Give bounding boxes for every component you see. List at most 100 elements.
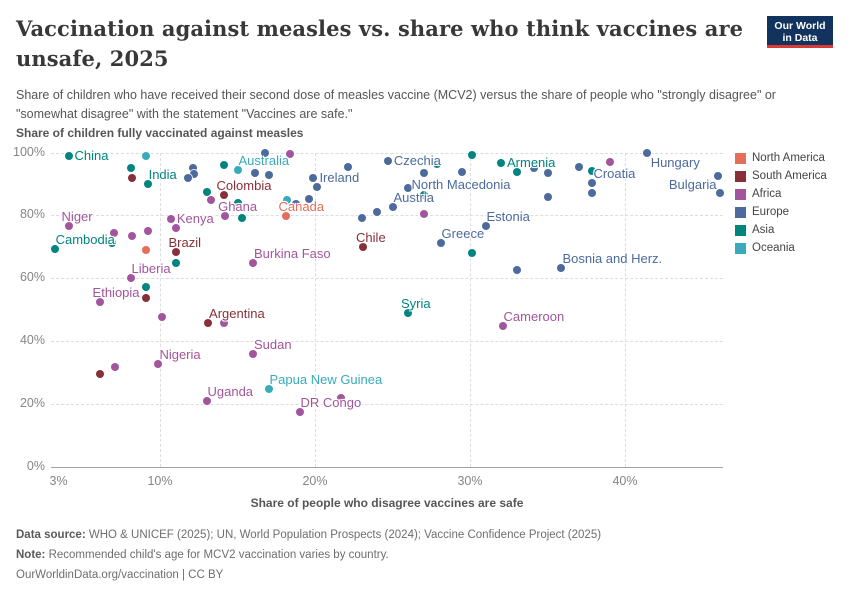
data-point-ghana[interactable] — [221, 212, 230, 221]
data-point-armenia[interactable] — [497, 158, 505, 167]
country-label-bosnia-and-herz-[interactable]: Bosnia and Herz. — [562, 250, 663, 266]
country-label-czechia[interactable]: Czechia — [393, 152, 441, 168]
data-point[interactable] — [543, 192, 552, 201]
data-point[interactable] — [343, 162, 352, 171]
data-point-czechia[interactable] — [383, 156, 392, 165]
country-label-china[interactable]: China — [74, 147, 109, 163]
data-point-colombia[interactable] — [219, 191, 228, 200]
data-point[interactable] — [219, 161, 228, 170]
data-point[interactable] — [142, 151, 151, 160]
country-label-brazil[interactable]: Brazil — [168, 234, 202, 250]
data-point[interactable] — [419, 190, 428, 199]
data-point[interactable] — [467, 151, 476, 160]
data-point-burkina-faso[interactable] — [249, 258, 257, 267]
data-point[interactable] — [574, 162, 583, 171]
data-point[interactable] — [171, 223, 180, 232]
data-point-china[interactable] — [64, 151, 73, 160]
data-point[interactable] — [128, 232, 137, 241]
data-point[interactable] — [529, 163, 538, 172]
country-label-hungary[interactable]: Hungary — [650, 155, 700, 171]
data-point[interactable] — [171, 258, 180, 267]
data-point-estonia[interactable] — [481, 222, 490, 231]
country-label-nigeria[interactable]: Nigeria — [159, 346, 201, 362]
data-point-bulgaria[interactable] — [715, 189, 724, 198]
data-point-brazil[interactable] — [171, 247, 180, 256]
data-point-north-macedonia[interactable] — [419, 168, 428, 177]
country-label-colombia[interactable]: Colombia — [216, 178, 272, 194]
data-point-austria[interactable] — [388, 202, 397, 211]
country-label-bulgaria[interactable]: Bulgaria — [668, 177, 717, 193]
data-point[interactable] — [95, 369, 104, 378]
country-label-papua-new-guinea[interactable]: Papua New Guinea — [269, 372, 383, 387]
data-point[interactable] — [512, 266, 521, 275]
owid-logo[interactable]: Our World in Data — [767, 16, 833, 48]
data-point[interactable] — [373, 207, 381, 216]
data-point[interactable] — [304, 195, 313, 204]
country-label-north-macedonia[interactable]: North Macedonia — [411, 176, 511, 192]
country-label-ghana[interactable]: Ghana — [218, 199, 258, 215]
data-point-argentina[interactable] — [204, 318, 213, 327]
data-point[interactable] — [190, 169, 199, 178]
country-label-kenya[interactable]: Kenya — [176, 210, 214, 226]
country-label-canada[interactable]: Canada — [278, 199, 325, 215]
data-point[interactable] — [605, 157, 614, 166]
data-point[interactable] — [250, 168, 259, 177]
data-point-nigeria[interactable] — [154, 359, 163, 368]
data-point[interactable] — [219, 318, 228, 327]
data-point[interactable] — [126, 163, 135, 172]
data-point[interactable] — [207, 195, 216, 204]
country-label-cameroon[interactable]: Cameroon — [503, 309, 565, 325]
data-point-canada[interactable] — [281, 212, 290, 221]
country-label-chile[interactable]: Chile — [356, 229, 386, 245]
data-point-liberia[interactable] — [126, 273, 135, 282]
data-point[interactable] — [404, 184, 412, 193]
data-point[interactable] — [238, 213, 247, 222]
data-point-niger[interactable] — [64, 222, 73, 231]
data-point-chile[interactable] — [359, 242, 368, 251]
data-point[interactable] — [264, 171, 273, 180]
data-point-kenya[interactable] — [166, 214, 175, 223]
data-point[interactable] — [202, 188, 211, 197]
country-label-ireland[interactable]: Ireland — [319, 169, 360, 185]
data-point[interactable] — [714, 172, 722, 181]
data-point[interactable] — [312, 183, 321, 192]
data-point[interactable] — [188, 163, 197, 172]
data-point-hungary[interactable] — [642, 149, 651, 158]
data-point[interactable] — [419, 210, 428, 219]
country-label-croatia[interactable]: Croatia — [593, 166, 636, 181]
data-point-sudan[interactable] — [249, 350, 257, 359]
data-point-croatia[interactable] — [588, 179, 597, 187]
data-point-cambodia[interactable] — [50, 245, 59, 254]
data-point[interactable] — [183, 173, 192, 182]
country-label-australia[interactable]: Australia — [238, 153, 290, 169]
data-point-ireland[interactable] — [309, 173, 318, 182]
data-point[interactable] — [588, 189, 597, 198]
data-point-uganda[interactable] — [202, 396, 211, 405]
country-label-burkina-faso[interactable]: Burkina Faso — [254, 245, 331, 261]
data-point-bosnia-and-herz-[interactable] — [557, 263, 566, 272]
data-point[interactable] — [261, 149, 270, 158]
footer-license[interactable]: OurWorldinData.org/vaccination | CC BY — [16, 569, 224, 581]
data-point[interactable] — [458, 167, 467, 176]
data-point-greece[interactable] — [436, 239, 445, 248]
data-point-papua-new-guinea[interactable] — [264, 385, 273, 393]
country-label-dr-congo[interactable]: DR Congo — [300, 394, 362, 410]
data-point-dr-congo[interactable] — [295, 407, 304, 416]
data-point[interactable] — [109, 229, 118, 237]
data-point[interactable] — [357, 213, 366, 222]
data-point[interactable] — [157, 312, 166, 321]
data-point[interactable] — [142, 245, 151, 254]
data-point[interactable] — [142, 283, 151, 292]
data-point[interactable] — [142, 294, 151, 303]
data-point[interactable] — [111, 362, 120, 371]
country-label-liberia[interactable]: Liberia — [131, 260, 171, 276]
country-label-sudan[interactable]: Sudan — [254, 337, 292, 353]
country-label-ethiopia[interactable]: Ethiopia — [92, 284, 140, 300]
country-label-armenia[interactable]: Armenia — [507, 154, 556, 170]
data-point[interactable] — [107, 239, 116, 248]
country-label-uganda[interactable]: Uganda — [207, 383, 254, 399]
data-point[interactable] — [588, 167, 597, 176]
data-point[interactable] — [337, 394, 346, 403]
data-point[interactable] — [128, 173, 137, 182]
data-point[interactable] — [433, 160, 442, 169]
